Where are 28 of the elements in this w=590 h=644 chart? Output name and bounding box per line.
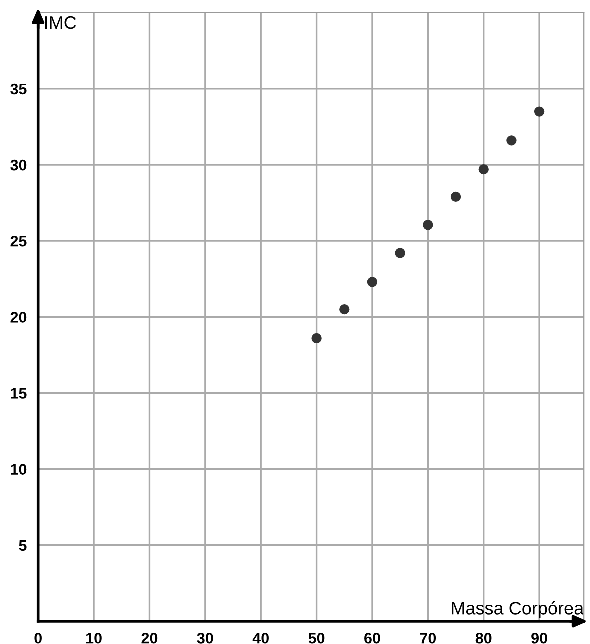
point: [340, 304, 350, 315]
y-tick-label: 5: [19, 540, 27, 552]
x-tick-label: 70: [420, 632, 436, 644]
x-tick-label: 90: [532, 632, 548, 644]
x-tick-label: 10: [86, 632, 102, 644]
y-tick-label: 20: [10, 312, 27, 323]
point: [506, 136, 517, 146]
point: [450, 192, 462, 202]
x-axis-title: Massa Corpórea: [452, 601, 584, 618]
x-tick-label: 80: [476, 632, 492, 644]
x-tick-label: 50: [308, 632, 325, 644]
point: [423, 220, 434, 230]
x-tick-label: 30: [197, 632, 214, 644]
point: [534, 106, 545, 117]
y-axis-title: IMC: [45, 16, 76, 30]
point: [478, 164, 489, 175]
x-tick-label: 20: [142, 632, 158, 644]
point: [312, 333, 322, 344]
point: [367, 277, 378, 288]
x-tick-label: 40: [252, 632, 269, 644]
y-tick-label: 30: [10, 160, 27, 171]
x-tick-label: 0: [34, 632, 42, 644]
x-tick-label: 60: [364, 632, 380, 644]
y-tick-label: 10: [11, 464, 27, 475]
point: [395, 248, 406, 258]
y-tick-label: 15: [11, 388, 27, 399]
y-tick-label: 25: [10, 236, 27, 247]
y-tick-label: 35: [10, 84, 27, 95]
